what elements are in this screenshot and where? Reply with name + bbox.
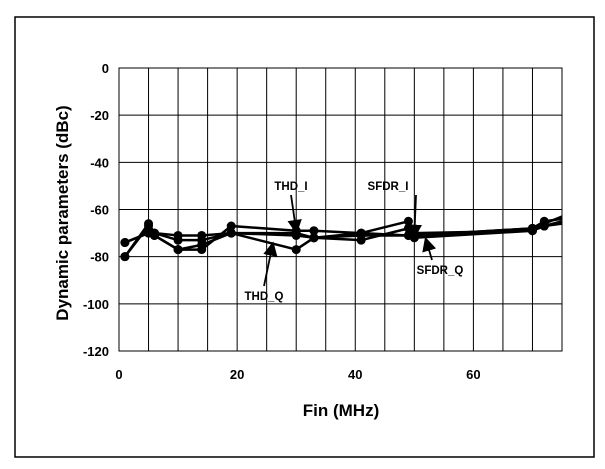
x-tick-label: 40 bbox=[348, 367, 362, 382]
y-tick-label: -40 bbox=[90, 155, 109, 170]
annotation-arrow bbox=[263, 241, 278, 287]
series-line bbox=[124, 222, 563, 251]
annotation-arrow bbox=[287, 194, 302, 235]
data-point bbox=[173, 245, 183, 255]
annotation-arrow bbox=[407, 194, 422, 240]
data-point bbox=[309, 233, 319, 243]
data-point bbox=[403, 216, 413, 226]
data-point bbox=[197, 240, 207, 250]
y-tick-label: -20 bbox=[90, 108, 109, 123]
x-tick-label: 0 bbox=[115, 367, 122, 382]
x-axis-label: Fin (MHz) bbox=[303, 401, 379, 420]
data-point bbox=[149, 230, 159, 240]
annotation-thd-i: THD_I bbox=[274, 181, 307, 193]
data-point bbox=[120, 238, 130, 248]
chart-grid bbox=[119, 68, 562, 351]
annotation-arrow bbox=[422, 236, 437, 261]
axis-ticks: 0 -20 -40 -60 -80 -100 -120 0 20 40 60 bbox=[83, 61, 481, 382]
data-point bbox=[527, 226, 537, 236]
data-point bbox=[173, 235, 183, 245]
data-point bbox=[120, 252, 130, 262]
x-tick-label: 60 bbox=[466, 367, 480, 382]
y-tick-label: -80 bbox=[90, 250, 109, 265]
annotation-sfdr-q: SFDR_Q bbox=[417, 265, 464, 277]
y-tick-label: -120 bbox=[83, 344, 109, 359]
y-axis-label: Dynamic parameters (dBc) bbox=[53, 105, 72, 320]
annotation-thd-q: THD_Q bbox=[245, 291, 284, 303]
x-tick-label: 20 bbox=[230, 367, 244, 382]
y-tick-label: -100 bbox=[83, 297, 109, 312]
chart-annotations: THD_I THD_Q SFDR_I SFDR_Q bbox=[245, 181, 464, 303]
y-tick-label: -60 bbox=[90, 203, 109, 218]
plot-area bbox=[118, 67, 563, 352]
data-point bbox=[539, 221, 549, 231]
data-point bbox=[144, 219, 154, 229]
data-point bbox=[291, 245, 301, 255]
data-point bbox=[226, 228, 236, 238]
annotation-sfdr-i: SFDR_I bbox=[368, 181, 409, 193]
data-point bbox=[356, 230, 366, 240]
data-point bbox=[309, 226, 319, 236]
y-tick-label: 0 bbox=[102, 61, 109, 76]
data-point bbox=[226, 221, 236, 231]
